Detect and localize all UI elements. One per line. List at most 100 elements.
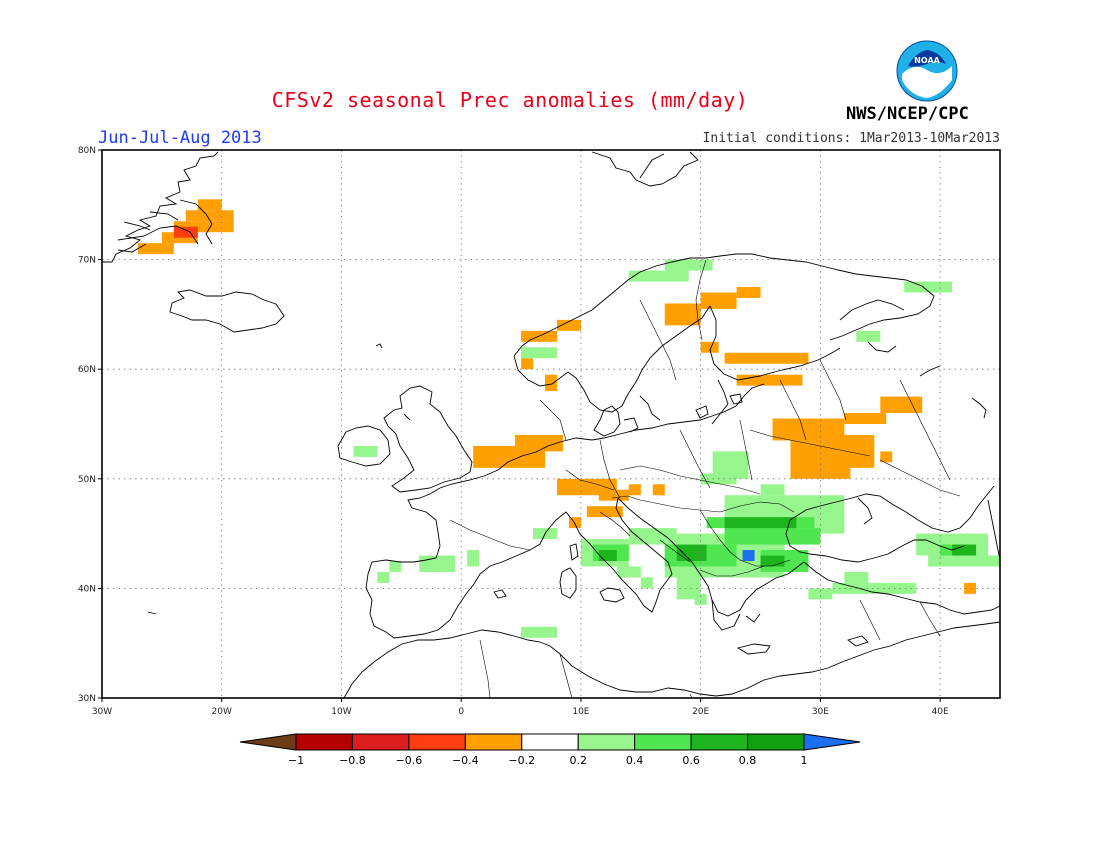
anomaly-cell	[952, 544, 977, 556]
colorbar-segment	[351, 733, 410, 751]
colorbar-label: 0.4	[626, 754, 644, 767]
colorbar-label: −1	[288, 754, 304, 767]
anomaly-cell	[700, 292, 737, 309]
graticule	[102, 150, 1000, 698]
initial-conditions-label: Initial conditions: 1Mar2013-10Mar2013	[702, 131, 1000, 146]
anomaly-cell	[173, 221, 234, 233]
anomaly-cell	[676, 577, 701, 600]
colorbar-segment	[690, 733, 749, 751]
colorbar-label: −0.8	[339, 754, 366, 767]
colorbar-segment	[408, 733, 466, 751]
colorbar-segment	[464, 733, 523, 751]
anomaly-cell	[652, 484, 665, 496]
lat-tick-label: 50N	[78, 475, 96, 485]
anomaly-cell	[832, 582, 905, 594]
colorbar-segment	[803, 733, 861, 751]
lat-tick-label: 80N	[78, 146, 96, 156]
anomaly-cell	[568, 517, 581, 529]
anomaly-cell	[856, 330, 881, 342]
anomaly-cell	[628, 270, 689, 282]
lat-tick-label: 70N	[78, 256, 96, 266]
anomaly-cell	[742, 550, 755, 561]
anomaly-cell	[700, 341, 719, 353]
anomaly-cell	[724, 517, 797, 529]
anomaly-cell	[598, 489, 629, 501]
anomaly-cell	[676, 544, 707, 561]
anomaly-cell	[694, 593, 707, 605]
map-title: CFSv2 seasonal Prec anomalies (mm/day)	[271, 88, 749, 112]
anomaly-cell	[844, 413, 887, 424]
anomaly-cell	[880, 451, 893, 463]
anomaly-cell	[419, 555, 456, 572]
anomaly-cell	[724, 352, 809, 364]
noaa-logo-icon: NOAA	[896, 40, 958, 102]
anomaly-cell	[586, 506, 623, 518]
map-frame	[101, 149, 1001, 699]
country-borders	[449, 259, 961, 699]
anomaly-cell	[598, 550, 617, 561]
colorbar: −1 −0.8 −0.6 −0.4 −0.2 0.2 0.4 0.6 0.8 1	[239, 733, 861, 767]
colorbar-segment	[521, 733, 579, 751]
anomaly-cell	[640, 577, 653, 589]
lon-tick-label: 10E	[572, 707, 589, 717]
colorbar-label: −0.4	[452, 754, 479, 767]
colorbar-segment	[634, 733, 692, 751]
anomaly-cell	[736, 374, 803, 386]
lon-tick-label: 20E	[692, 707, 709, 717]
coastlines	[101, 151, 1001, 699]
anomaly-cell	[904, 281, 953, 293]
agency-label: NWS/NCEP/CPC	[846, 104, 969, 124]
anomaly-cell	[736, 287, 761, 298]
lon-tick-label: 20W	[212, 707, 232, 717]
anomaly-cell	[928, 555, 1000, 567]
anomaly-cell	[664, 303, 701, 326]
anomaly-cell	[556, 319, 581, 331]
colorbar-segment	[295, 733, 353, 751]
anomaly-cell	[521, 347, 557, 359]
colorbar-label: 0.2	[569, 754, 587, 767]
anomaly-cell	[826, 434, 875, 468]
season-label: Jun-Jul-Aug 2013	[98, 128, 262, 148]
colorbar-segment	[239, 733, 297, 751]
lat-tick-label: 30N	[78, 694, 96, 704]
lat-tick-label: 40N	[78, 584, 96, 594]
lon-tick-label: 0	[458, 707, 464, 717]
anomaly-cell	[964, 582, 977, 594]
anomaly-cell	[137, 243, 174, 255]
anomaly-cell	[808, 588, 833, 600]
anomaly-cell	[515, 434, 563, 452]
lon-tick-label: 30W	[92, 707, 112, 717]
anomaly-cell	[521, 358, 534, 370]
anomaly-cell	[664, 259, 713, 271]
anomaly-cell	[545, 374, 557, 392]
anomaly-cell	[724, 528, 821, 545]
anomaly-cell	[389, 561, 402, 572]
anomaly-cell	[628, 484, 641, 496]
lon-tick-label: 10W	[331, 707, 351, 717]
anomaly-cell	[467, 550, 480, 567]
anomaly-cell	[844, 571, 869, 583]
lon-tick-label: 40E	[932, 707, 949, 717]
anomaly-cell	[377, 571, 390, 583]
anomaly-cell	[185, 210, 234, 222]
colorbar-segment	[577, 733, 636, 751]
map-axes: 30W 20W 10W 0 10E 20E 30E 40E 30N 40N 50N 60N 70N 80N	[78, 146, 1001, 717]
lon-tick-label: 30E	[812, 707, 829, 717]
colorbar-segment	[747, 733, 805, 751]
anomaly-cell	[760, 484, 785, 496]
anomaly-cell	[521, 626, 557, 638]
colorbar-label: −0.2	[508, 754, 535, 767]
anomaly-cell	[616, 566, 641, 578]
anomaly-cell	[173, 226, 198, 238]
lat-tick-label: 60N	[78, 365, 96, 375]
noaa-logo-text: NOAA	[914, 56, 940, 65]
anomaly-cell	[892, 582, 917, 594]
anomaly-cell	[197, 199, 222, 211]
anomaly-cell	[628, 528, 677, 545]
colorbar-label: 1	[801, 754, 808, 767]
colorbar-label: 0.8	[739, 754, 757, 767]
anomaly-cell	[880, 396, 923, 414]
anomaly-cell	[353, 445, 378, 457]
anomaly-cell	[473, 445, 546, 468]
